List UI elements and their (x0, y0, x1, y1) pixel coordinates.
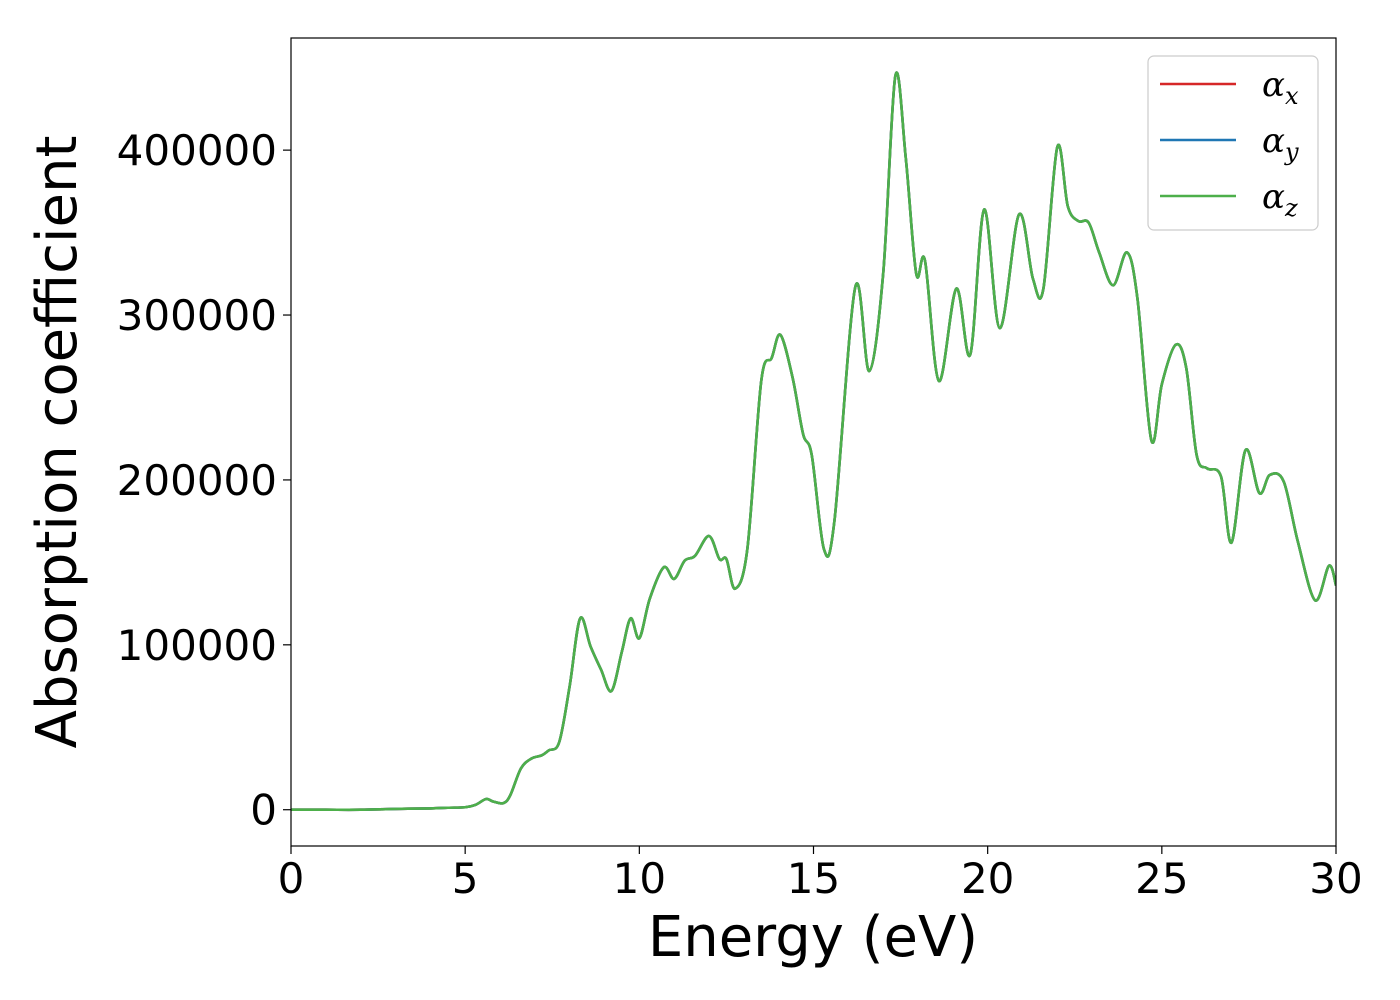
x-axis-title: Energy (eV) (648, 905, 978, 970)
y-tick-label: 400000 (117, 126, 277, 175)
series-line-alpha-z (291, 71, 1336, 812)
y-tick-label: 300000 (117, 291, 277, 340)
x-tick-label: 0 (278, 854, 305, 903)
x-tick-label: 10 (613, 854, 666, 903)
legend-entry-alpha-z: αz (1160, 177, 1298, 222)
legend-box (1147, 55, 1319, 231)
x-tick-label: 15 (787, 854, 840, 903)
x-tick-label: 5 (452, 854, 479, 903)
x-tick-label: 30 (1309, 854, 1362, 903)
y-tick-label: 0 (250, 786, 277, 835)
y-tick-label: 200000 (117, 456, 277, 505)
legend-entry-alpha-x: αx (1160, 65, 1299, 110)
axis-ticks: 0 5 10 15 20 25 30 0 100000 200000 300000 400000 (117, 126, 1363, 903)
legend-label: αx (1262, 65, 1299, 110)
legend-entry-alpha-y: αy (1160, 121, 1299, 166)
y-axis-title: Absorption coefficient (25, 136, 90, 749)
legend-label: αz (1262, 177, 1298, 222)
x-tick-label: 25 (1135, 854, 1188, 903)
legend-label: αy (1262, 121, 1299, 166)
x-tick-label: 20 (961, 854, 1014, 903)
legend: αx αy αz (1147, 55, 1319, 231)
y-tick-label: 100000 (117, 621, 277, 670)
